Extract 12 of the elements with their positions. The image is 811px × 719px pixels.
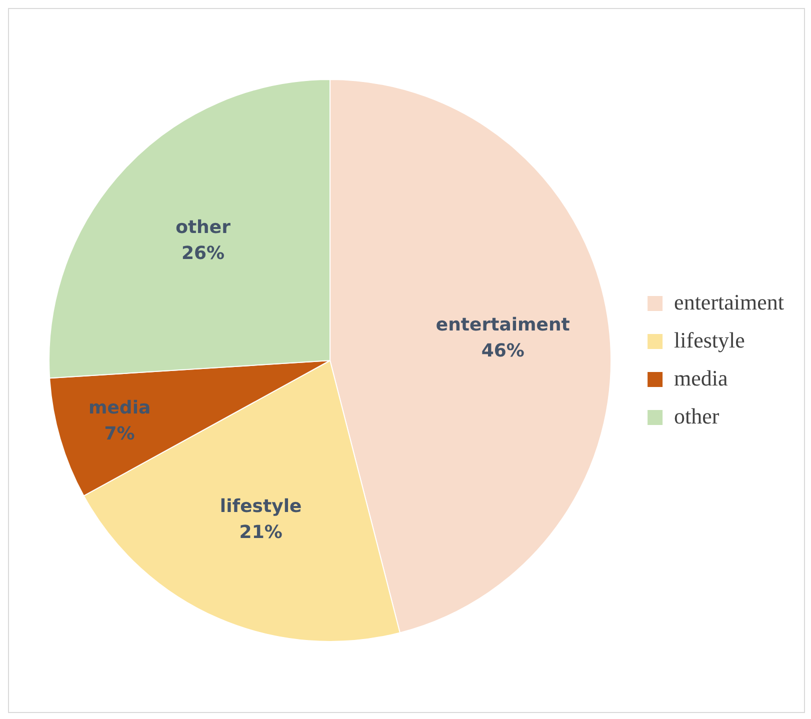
- data-label: 46%: [481, 340, 524, 362]
- slice-label: entertaiment: [436, 314, 570, 336]
- legend-label: entertaiment: [674, 289, 784, 314]
- legend-label: media: [674, 365, 728, 390]
- data-label: 21%: [239, 522, 282, 544]
- legend-label: lifestyle: [674, 327, 745, 352]
- legend-label: other: [674, 403, 720, 428]
- data-label: 7%: [104, 423, 135, 444]
- slice-label: other: [176, 216, 231, 238]
- slice-label: media: [88, 397, 151, 418]
- data-label: 26%: [181, 242, 225, 264]
- slice-label: lifestyle: [220, 496, 302, 518]
